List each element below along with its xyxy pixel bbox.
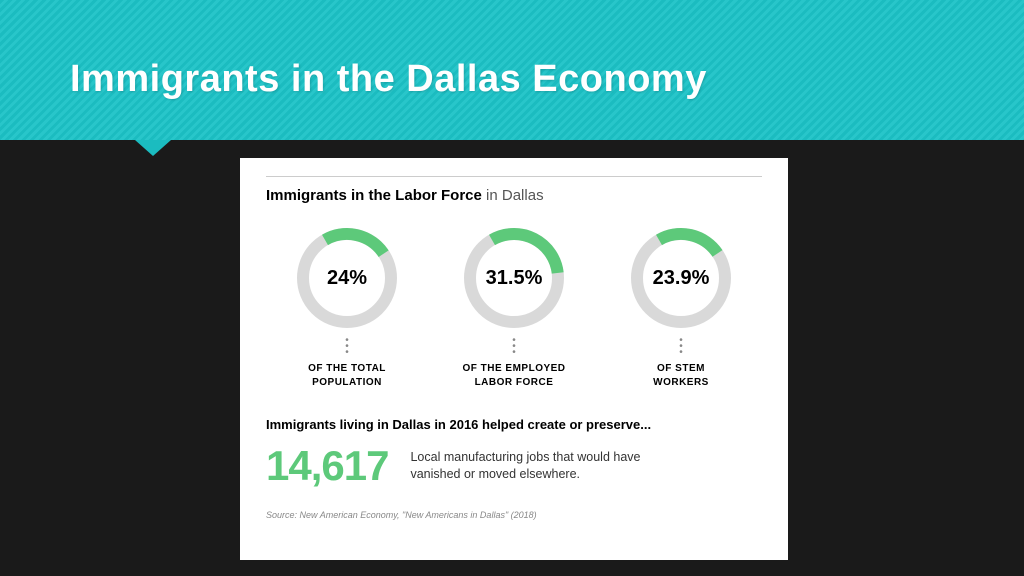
info-card: Immigrants in the Labor Force in Dallas … — [240, 158, 788, 560]
dots-icon: ••• — [345, 338, 349, 356]
donut-caption: OF STEMWORKERS — [653, 362, 709, 389]
donut-wrap: 24% — [293, 224, 401, 332]
header-banner: Immigrants in the Dallas Economy — [0, 0, 1024, 140]
card-subtitle: Immigrants in the Labor Force in Dallas — [266, 187, 762, 204]
donut-wrap: 23.9% — [627, 224, 735, 332]
donut-percent-label: 24% — [293, 224, 401, 332]
statement-text: Immigrants living in Dallas in 2016 help… — [266, 417, 762, 432]
donut-wrap: 31.5% — [460, 224, 568, 332]
big-number: 14,617 — [266, 442, 388, 490]
page-title: Immigrants in the Dallas Economy — [0, 0, 1024, 101]
donut-chart: 24% ••• OF THE TOTALPOPULATION — [272, 224, 422, 389]
donut-row: 24% ••• OF THE TOTALPOPULATION 31.5% ••• OF T… — [266, 224, 762, 389]
big-number-desc: Local manufacturing jobs that would have… — [410, 449, 660, 484]
header-notch — [135, 140, 171, 156]
donut-chart: 23.9% ••• OF STEMWORKERS — [606, 224, 756, 389]
source-citation: Source: New American Economy, "New Ameri… — [266, 510, 762, 520]
subtitle-rest: in Dallas — [482, 187, 544, 204]
donut-percent-label: 23.9% — [627, 224, 735, 332]
dots-icon: ••• — [679, 338, 683, 356]
slide-root: Immigrants in the Dallas Economy Immigra… — [0, 0, 1024, 576]
donut-percent-label: 31.5% — [460, 224, 568, 332]
card-rule — [266, 176, 762, 177]
donut-chart: 31.5% ••• OF THE EMPLOYEDLABOR FORCE — [439, 224, 589, 389]
subtitle-bold: Immigrants in the Labor Force — [266, 187, 482, 204]
big-stat-row: 14,617 Local manufacturing jobs that wou… — [266, 442, 762, 490]
donut-caption: OF THE EMPLOYEDLABOR FORCE — [462, 362, 565, 389]
dots-icon: ••• — [512, 338, 516, 356]
donut-caption: OF THE TOTALPOPULATION — [308, 362, 386, 389]
